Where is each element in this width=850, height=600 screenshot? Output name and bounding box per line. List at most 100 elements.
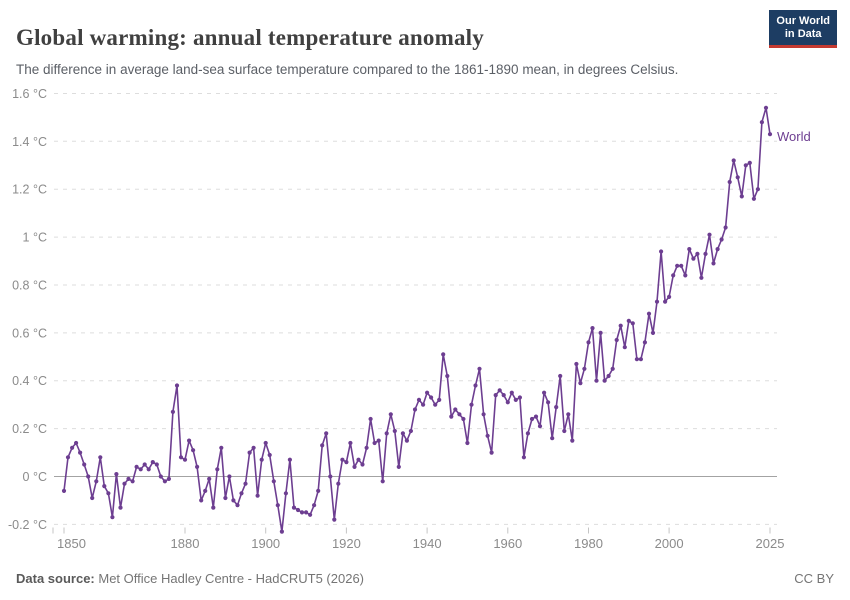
data-point xyxy=(586,340,591,345)
data-point xyxy=(441,352,446,357)
data-point xyxy=(416,397,422,402)
data-point xyxy=(182,457,188,462)
data-point xyxy=(614,337,619,343)
data-point xyxy=(126,476,131,481)
data-point xyxy=(352,464,357,469)
data-point xyxy=(618,323,623,328)
data-point xyxy=(429,395,434,400)
data-point xyxy=(421,402,426,407)
x-tick-label: 1900 xyxy=(251,536,280,551)
y-tick-label: 1.4 °C xyxy=(12,135,47,149)
data-point xyxy=(308,512,313,517)
data-point xyxy=(550,436,555,441)
data-point xyxy=(316,488,321,493)
data-point xyxy=(251,445,256,450)
data-point xyxy=(622,345,627,350)
data-point xyxy=(356,457,361,462)
data-point xyxy=(388,412,393,417)
y-tick-label: 0.2 °C xyxy=(12,422,47,436)
data-point xyxy=(610,366,615,371)
data-point xyxy=(533,414,539,419)
owid-logo[interactable]: Our World in Data xyxy=(769,10,837,48)
data-point xyxy=(271,479,276,484)
data-point xyxy=(747,160,752,165)
data-point xyxy=(98,455,103,460)
data-point xyxy=(687,247,692,252)
data-point xyxy=(187,438,192,443)
data-point xyxy=(332,517,337,522)
data-point xyxy=(211,505,216,510)
data-point xyxy=(336,481,341,486)
data-point xyxy=(380,479,385,484)
world-series-path xyxy=(63,107,771,533)
data-point xyxy=(384,431,389,436)
data-point xyxy=(598,330,603,335)
data-point xyxy=(727,179,732,185)
data-point xyxy=(134,464,139,469)
data-point xyxy=(562,428,567,434)
data-point xyxy=(755,187,761,192)
data-point xyxy=(497,388,502,393)
license-link[interactable]: CC BY xyxy=(794,571,834,586)
chart-title: Global warming: annual temperature anoma… xyxy=(16,25,484,51)
data-point xyxy=(154,462,159,467)
data-point xyxy=(469,402,474,407)
chart-subtitle: The difference in average land-sea surfa… xyxy=(16,61,679,77)
data-point xyxy=(106,491,111,496)
y-tick-label: 0.8 °C xyxy=(12,279,47,293)
data-point xyxy=(558,373,563,379)
data-point xyxy=(739,194,744,199)
y-tick-label: 1.6 °C xyxy=(12,87,47,101)
data-point xyxy=(174,383,180,388)
data-point xyxy=(594,378,599,383)
data-point xyxy=(223,495,228,501)
data-point xyxy=(501,393,506,398)
x-tick-label: 1940 xyxy=(413,536,442,551)
data-point xyxy=(219,445,224,450)
data-point xyxy=(642,340,648,345)
data-point xyxy=(477,366,482,371)
data-point xyxy=(554,405,559,410)
data-point xyxy=(235,503,240,508)
data-point xyxy=(150,460,155,465)
data-point xyxy=(574,361,579,367)
data-point xyxy=(582,366,587,371)
data-point xyxy=(537,424,543,429)
data-point xyxy=(570,438,575,443)
data-point xyxy=(110,515,115,520)
data-point xyxy=(227,474,232,479)
data-point xyxy=(344,460,349,465)
data-point xyxy=(695,251,700,256)
data-point xyxy=(122,481,127,486)
data-point xyxy=(328,474,333,479)
data-source: Data source: Met Office Hadley Centre - … xyxy=(16,571,364,586)
data-point xyxy=(259,457,264,462)
data-point xyxy=(751,196,757,201)
series-line xyxy=(63,107,771,533)
data-point xyxy=(312,503,317,508)
series-entity-label[interactable]: World xyxy=(777,129,811,144)
data-point xyxy=(606,373,611,379)
y-tick-label: 0.4 °C xyxy=(12,374,47,388)
data-point xyxy=(102,484,107,489)
data-point xyxy=(465,440,470,446)
data-point xyxy=(719,237,724,242)
data-point xyxy=(400,431,405,436)
data-point xyxy=(703,251,708,256)
data-point xyxy=(767,132,773,137)
data-point xyxy=(138,467,143,472)
data-point xyxy=(675,263,680,268)
data-point xyxy=(279,529,284,534)
data-point xyxy=(457,412,462,417)
data-point xyxy=(178,455,184,460)
data-point xyxy=(340,457,345,462)
data-point xyxy=(255,493,260,498)
x-axis: 1850 1880 1900 1920 1940 1960 1980 2000 2025 xyxy=(52,527,784,551)
data-point xyxy=(461,416,466,422)
data-point xyxy=(731,158,736,163)
data-point xyxy=(114,472,119,477)
data-point xyxy=(638,357,644,362)
y-tick-label: 0 °C xyxy=(23,470,47,484)
data-point xyxy=(509,390,514,395)
